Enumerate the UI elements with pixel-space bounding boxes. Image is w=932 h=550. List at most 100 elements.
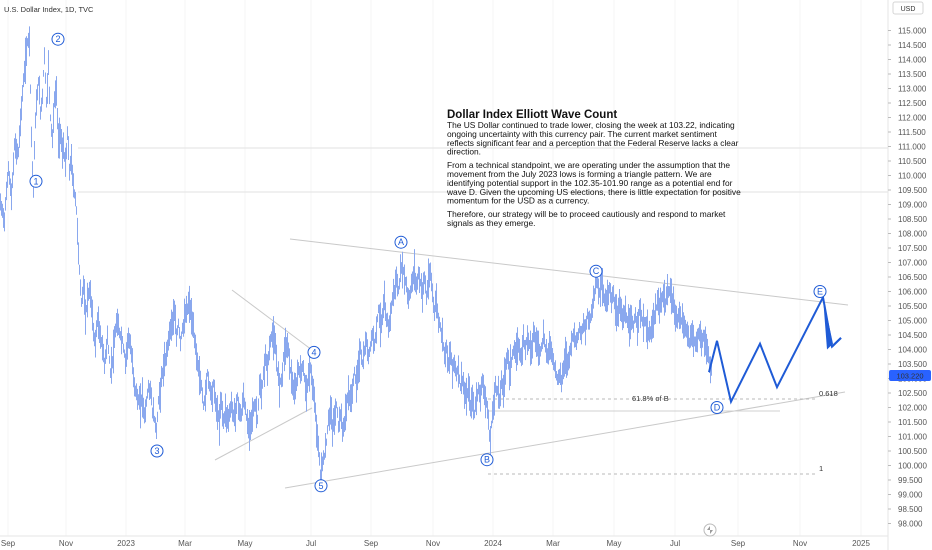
wave-label-D: D (710, 401, 724, 414)
price-tick-label: 110.500 (898, 157, 927, 166)
price-tick-label: 109.500 (898, 186, 927, 195)
wave-label-text: B (484, 455, 490, 465)
price-tick-label: 110.000 (898, 172, 927, 181)
price-tick-label: 102.000 (898, 404, 927, 413)
price-tick-label: 105.500 (898, 302, 927, 311)
price-tick-label: 111.500 (898, 128, 926, 137)
analysis-note: Dollar Index Elliott Wave Count The US D… (446, 109, 741, 228)
price-tick-label: 114.000 (898, 56, 927, 65)
wave-label-circle (710, 401, 724, 414)
wave-label-text: E (817, 287, 823, 297)
wave-label-4: 4 (307, 345, 321, 359)
currency-button[interactable] (892, 1, 924, 15)
time-tick-label: Jul (670, 539, 680, 548)
wave-label-circle (314, 479, 328, 493)
time-tick-label: May (237, 539, 252, 548)
symbol-title: U.S. Dollar Index, 1D, TVC (4, 5, 94, 14)
price-tick-label: 108.000 (898, 230, 927, 239)
note-line: reflects significant fear and a percepti… (447, 138, 739, 148)
price-tick-label: 101.500 (898, 418, 927, 427)
time-tick-label: Jul (306, 539, 316, 548)
wave-label-circle (307, 345, 321, 359)
wave-label-text: 5 (318, 481, 323, 491)
note-line: direction. (447, 147, 481, 157)
wave4-channel-upper (231, 289, 313, 351)
wave-label-circle (394, 235, 408, 249)
time-axis[interactable]: Sep Nov 2023 Mar May Jul Sep Nov 2024 Mar May Jul Se… (1, 539, 871, 548)
wave-label-E: E (813, 285, 827, 298)
triangle-upper-line (289, 238, 849, 306)
price-tick-label: 103.500 (898, 360, 927, 369)
price-tick-label: 99.000 (898, 491, 923, 500)
price-tick-label: 107.500 (898, 244, 927, 253)
wave-label-5: 5 (314, 479, 328, 493)
price-tick-label: 101.000 (898, 433, 927, 442)
price-tick-label: 100.500 (898, 447, 927, 456)
triangle-lower-line (284, 391, 846, 489)
wave-label-circle (480, 453, 494, 467)
last-price-badge (889, 370, 931, 381)
note-line: identifying potential support in the 102… (447, 178, 733, 188)
price-tick-label: 115.000 (898, 27, 927, 36)
price-series (0, 26, 712, 487)
price-tick-label: 106.000 (898, 288, 927, 297)
price-tick-label: 113.000 (898, 85, 927, 94)
note-line: movement from the July 2023 lows is form… (447, 169, 712, 179)
price-tick-label: 98.500 (898, 505, 923, 514)
wave-label-A: A (394, 235, 408, 249)
wave-label-C: C (589, 264, 603, 278)
time-tick-label: 2024 (484, 539, 502, 548)
price-tick-label: 112.000 (898, 114, 927, 123)
wave4-channel-lower (214, 407, 313, 461)
wave-label-text: 1 (33, 176, 38, 186)
time-tick-label: Nov (793, 539, 807, 548)
price-axis[interactable]: 115.000 114.500 114.000 113.500 113.000 112.5… (888, 27, 927, 529)
currency-label: USD (901, 6, 916, 13)
wave-label-circle (51, 32, 65, 46)
tradingview-logo-icon[interactable] (703, 523, 717, 537)
time-tick-label: Nov (426, 539, 440, 548)
time-tick-label: Sep (364, 539, 379, 548)
wave-label-text: D (714, 403, 721, 413)
wave-labels: 1 2 3 4 5 A B C D E (29, 32, 827, 493)
wave-label-circle (29, 174, 43, 188)
wave-label-circle (813, 285, 827, 298)
price-tick-label: 114.500 (898, 41, 927, 50)
wave-label-text: A (398, 237, 404, 247)
projection-arrow (831, 337, 842, 348)
vertical-gridlines (7, 0, 862, 536)
fib-level-label: 61.8% of B (632, 394, 669, 403)
note-line: From a technical standpoint, we are oper… (447, 160, 730, 170)
price-tick-label: 100.000 (898, 462, 927, 471)
wave-label-B: B (480, 453, 494, 467)
fib-ratio-1: 1 (819, 464, 823, 473)
time-tick-label: Sep (1, 539, 16, 548)
price-tick-label: 112.500 (898, 99, 927, 108)
note-line: ongoing uncertainty with this currency p… (447, 129, 718, 139)
wave-label-text: 3 (154, 446, 159, 456)
note-line: Therefore, our strategy will be to proce… (447, 209, 726, 219)
time-tick-label: Sep (731, 539, 746, 548)
wave-label-circle (589, 264, 603, 278)
time-tick-label: 2025 (852, 539, 870, 548)
note-line: momentum for the USD as a currency. (447, 196, 589, 206)
price-tick-label: 113.500 (898, 70, 927, 79)
price-tick-label: 107.000 (898, 259, 927, 268)
projection-series (708, 294, 842, 405)
note-line: signals as they emerge. (447, 218, 535, 228)
projection-path (708, 294, 842, 405)
last-price-value: 103.220 (896, 372, 923, 381)
wave-label-1: 1 (29, 174, 43, 188)
price-tick-label: 99.500 (898, 476, 923, 485)
wave-label-3: 3 (150, 444, 164, 458)
time-tick-label: May (606, 539, 621, 548)
price-tick-label: 111.000 (898, 143, 926, 152)
wave-label-text: 2 (55, 34, 60, 44)
price-tick-label: 104.000 (898, 346, 927, 355)
note-title: Dollar Index Elliott Wave Count (447, 109, 617, 121)
note-line: wave D. Given the upcoming US elections,… (446, 187, 741, 197)
price-tick-label: 104.500 (898, 331, 927, 340)
price-tick-label: 105.000 (898, 317, 927, 326)
time-tick-label: Nov (59, 539, 73, 548)
